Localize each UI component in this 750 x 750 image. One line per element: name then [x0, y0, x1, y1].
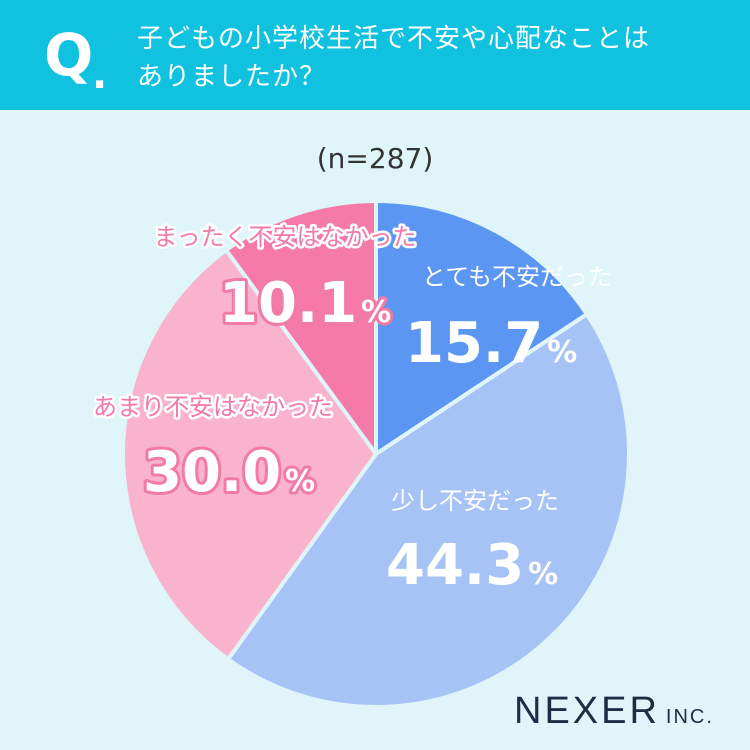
question-text-line1: 子どもの小学校生活で不安や心配なことは: [137, 24, 651, 54]
pie-slice: [226, 312, 631, 709]
sample-size: (n=287): [316, 142, 434, 175]
slice-label: とても不安だった: [422, 263, 612, 291]
slice-value: 44.3%: [386, 533, 558, 598]
slice-label: 少し不安だった: [391, 487, 559, 515]
pie-slice: [121, 248, 378, 662]
pie-slice: [224, 199, 378, 456]
slice-value: 15.7%: [405, 311, 577, 376]
logo-main: NEXER: [514, 690, 660, 732]
q-mark: Q: [44, 21, 94, 89]
slice-label: まったく不安はなかった: [153, 223, 416, 251]
q-dot: .: [92, 52, 108, 98]
slice-value: 10.1%: [219, 271, 391, 336]
slice-label: あまり不安はなかった: [93, 393, 333, 421]
question-text-line2: ありましたか？: [137, 62, 327, 92]
slice-value: 30.0%: [143, 440, 315, 505]
nexer-logo: NEXER INC.: [514, 690, 714, 733]
logo-sub: INC.: [665, 706, 714, 728]
pie-slice: [374, 199, 589, 456]
question-header: Q . 子どもの小学校生活で不安や心配なことは ありましたか？: [0, 0, 750, 110]
